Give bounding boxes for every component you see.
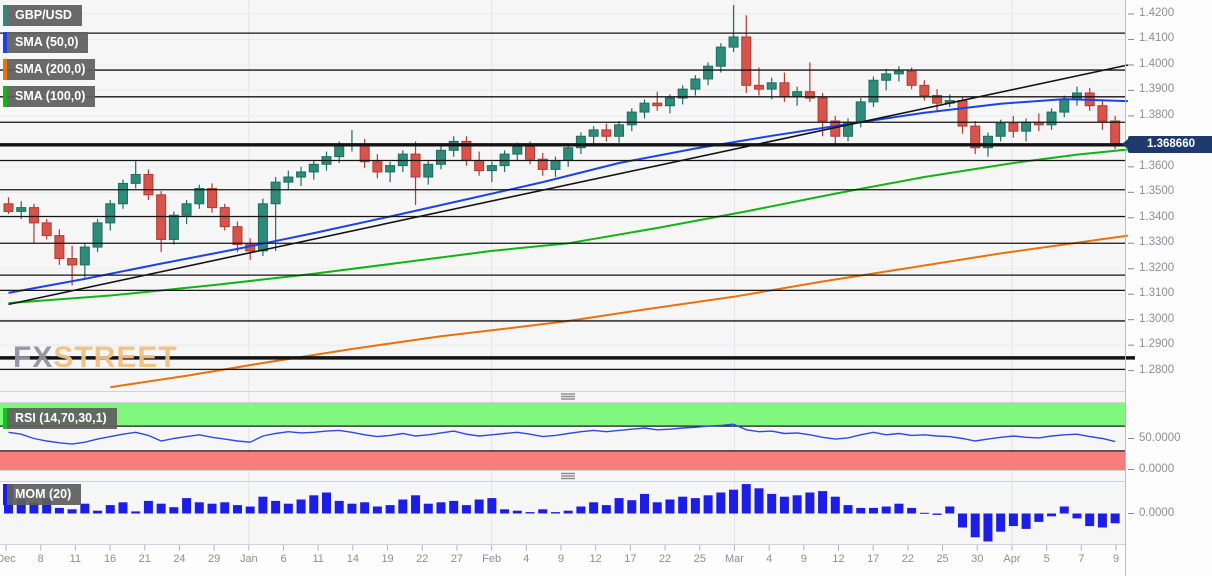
price-tick-label: 1.3800 <box>1139 108 1175 121</box>
rsi-label: RSI (14,70,30,1) <box>7 408 117 429</box>
price-tick-label: 1.2800 <box>1139 363 1175 376</box>
sma50-color-bar <box>3 32 7 53</box>
x-axis-label: Apr <box>1003 553 1021 565</box>
x-axis-label: 9 <box>557 553 565 565</box>
x-axis-label: 7 <box>1078 553 1085 565</box>
price-tick-label: 1.3500 <box>1139 185 1175 198</box>
x-axis-label: 9 <box>800 553 807 565</box>
price-tick-label: 1.4100 <box>1139 32 1175 45</box>
watermark-fx: FX <box>13 341 54 374</box>
x-axis-label: Jan <box>239 553 258 565</box>
watermark-street: STREET <box>53 341 178 374</box>
last-price-badge: 1.368660 <box>1122 136 1212 154</box>
price-tick-label: 1.3000 <box>1139 312 1175 325</box>
price-tick-label: 1.3600 <box>1139 159 1175 172</box>
x-axis-label: 24 <box>173 553 186 565</box>
legend-item-sma100[interactable]: SMA (100,0) <box>3 86 96 107</box>
price-tick-label: 1.3100 <box>1139 287 1175 300</box>
x-axis-label: 22 <box>658 553 672 565</box>
x-axis-label: 17 <box>867 553 880 565</box>
symbol-label: GBP/USD <box>7 5 82 26</box>
x-axis-label: 11 <box>69 553 82 565</box>
mom-color-bar <box>3 484 7 505</box>
x-axis-label: 12 <box>832 553 845 565</box>
sma50-label: SMA (50,0) <box>7 32 89 53</box>
x-axis-label: 22 <box>416 553 429 565</box>
price-tick-label: 1.3900 <box>1139 83 1175 96</box>
legend-item-symbol[interactable]: GBP/USD <box>3 5 82 26</box>
x-axis-label: Dec <box>0 553 16 565</box>
sma100-label: SMA (100,0) <box>7 86 96 107</box>
rsi-tick-label: 50.0000 <box>1139 431 1181 444</box>
price-tick-label: 1.4000 <box>1139 57 1175 70</box>
fxstreet-watermark: FXSTREET <box>13 341 178 375</box>
x-axis-label: 8 <box>37 553 44 565</box>
x-axis-label: 17 <box>624 553 637 565</box>
mom-label: MOM (20) <box>7 484 82 505</box>
x-axis-label: 27 <box>450 553 464 565</box>
rsi-color-bar <box>3 408 7 429</box>
legend-item-sma200[interactable]: SMA (200,0) <box>3 59 96 80</box>
price-tick-label: 1.4200 <box>1139 7 1175 19</box>
rsi-tick-label: 0.0000 <box>1139 462 1175 475</box>
mom-tick-label: 0.0000 <box>1139 506 1175 519</box>
price-tick-label: 1.2900 <box>1139 338 1175 351</box>
price-tick-label: 1.3300 <box>1139 236 1175 249</box>
legend-item-mom[interactable]: MOM (20) <box>3 484 82 505</box>
x-axis-label: 6 <box>280 553 287 565</box>
sma200-label: SMA (200,0) <box>7 59 96 80</box>
x-axis-label: 9 <box>1112 553 1120 565</box>
x-axis-label: 14 <box>346 553 359 565</box>
sma200-color-bar <box>3 59 7 80</box>
x-axis-label: 22 <box>901 553 914 565</box>
panel-resize-handle[interactable] <box>561 393 575 400</box>
symbol-color-bar <box>3 5 7 26</box>
x-axis-label: 12 <box>589 553 602 565</box>
x-axis-label: 16 <box>103 553 117 565</box>
legend-item-sma50[interactable]: SMA (50,0) <box>3 32 89 53</box>
x-axis-label: 11 <box>312 553 324 565</box>
x-axis-label: 4 <box>523 553 530 565</box>
x-axis-label: 19 <box>381 553 394 565</box>
x-axis-label: 30 <box>971 553 984 565</box>
x-axis-label: 25 <box>936 553 949 565</box>
x-axis-label: 21 <box>138 553 151 565</box>
price-tick-label: 1.3400 <box>1139 210 1175 223</box>
x-axis-label: 25 <box>693 553 706 565</box>
x-axis-label: 4 <box>766 553 773 565</box>
legend-item-rsi[interactable]: RSI (14,70,30,1) <box>3 408 117 429</box>
x-axis-label: Mar <box>724 553 744 565</box>
price-tick-label: 1.3200 <box>1139 261 1175 274</box>
x-axis-label: 5 <box>1043 553 1050 565</box>
sma100-color-bar <box>3 86 7 107</box>
x-axis-label: Feb <box>482 553 502 565</box>
x-axis-label: 29 <box>208 553 221 565</box>
panel-resize-handle[interactable] <box>561 472 575 480</box>
